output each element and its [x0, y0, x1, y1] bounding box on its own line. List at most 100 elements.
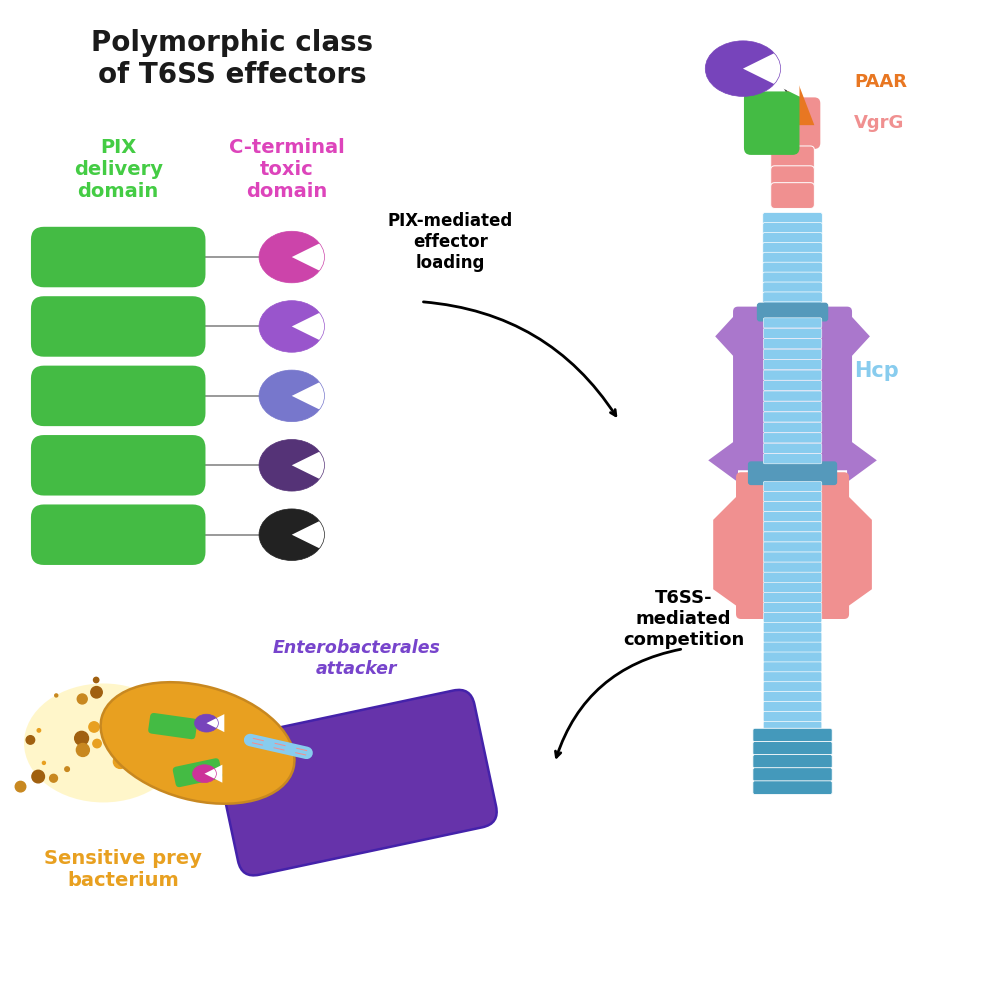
FancyBboxPatch shape — [763, 692, 822, 702]
FancyBboxPatch shape — [763, 370, 822, 380]
FancyBboxPatch shape — [763, 223, 822, 234]
Text: PAAR: PAAR — [854, 73, 907, 91]
FancyBboxPatch shape — [763, 262, 822, 274]
FancyBboxPatch shape — [757, 303, 828, 321]
Polygon shape — [713, 492, 741, 609]
Ellipse shape — [259, 509, 324, 560]
FancyBboxPatch shape — [763, 252, 822, 264]
FancyBboxPatch shape — [763, 422, 822, 432]
FancyBboxPatch shape — [173, 758, 222, 787]
Text: PIX
delivery
domain: PIX delivery domain — [74, 138, 163, 201]
Ellipse shape — [259, 301, 324, 352]
FancyBboxPatch shape — [148, 713, 197, 739]
FancyBboxPatch shape — [763, 481, 822, 492]
FancyBboxPatch shape — [763, 381, 822, 391]
FancyBboxPatch shape — [763, 562, 822, 572]
FancyBboxPatch shape — [763, 632, 822, 642]
Text: T6SS-
mediated
competition: T6SS- mediated competition — [623, 589, 744, 649]
FancyBboxPatch shape — [763, 572, 822, 582]
FancyBboxPatch shape — [216, 690, 497, 875]
Ellipse shape — [259, 440, 324, 491]
Polygon shape — [775, 74, 814, 125]
Text: Sensitive prey
bacterium: Sensitive prey bacterium — [44, 849, 202, 890]
FancyBboxPatch shape — [763, 522, 822, 532]
FancyBboxPatch shape — [763, 652, 822, 662]
Circle shape — [117, 702, 125, 710]
FancyBboxPatch shape — [753, 768, 832, 781]
FancyBboxPatch shape — [31, 227, 205, 287]
FancyBboxPatch shape — [31, 366, 205, 426]
Circle shape — [75, 731, 89, 745]
Text: PIX-mediated
effector
loading: PIX-mediated effector loading — [388, 212, 513, 272]
Polygon shape — [743, 41, 799, 97]
Circle shape — [55, 694, 58, 697]
Polygon shape — [708, 439, 738, 482]
FancyBboxPatch shape — [763, 339, 822, 349]
FancyBboxPatch shape — [763, 712, 822, 722]
Polygon shape — [844, 492, 872, 609]
FancyBboxPatch shape — [763, 302, 822, 314]
FancyBboxPatch shape — [733, 307, 852, 470]
Polygon shape — [292, 511, 341, 559]
Circle shape — [77, 694, 87, 704]
Circle shape — [50, 774, 57, 782]
Circle shape — [113, 755, 127, 768]
FancyBboxPatch shape — [753, 781, 832, 795]
FancyBboxPatch shape — [763, 702, 822, 712]
Polygon shape — [206, 714, 224, 732]
Circle shape — [122, 759, 132, 769]
Circle shape — [91, 687, 102, 698]
Text: VgrG: VgrG — [854, 114, 904, 132]
Ellipse shape — [193, 765, 216, 783]
FancyBboxPatch shape — [753, 728, 832, 742]
FancyBboxPatch shape — [763, 492, 822, 502]
FancyBboxPatch shape — [771, 183, 814, 208]
Text: Hcp: Hcp — [854, 361, 899, 381]
Ellipse shape — [705, 41, 781, 96]
Circle shape — [93, 739, 101, 748]
FancyBboxPatch shape — [31, 435, 205, 496]
FancyBboxPatch shape — [763, 443, 822, 453]
Polygon shape — [204, 765, 222, 783]
FancyBboxPatch shape — [748, 461, 837, 485]
FancyBboxPatch shape — [763, 612, 822, 622]
FancyBboxPatch shape — [763, 642, 822, 652]
FancyBboxPatch shape — [763, 721, 822, 732]
FancyBboxPatch shape — [763, 242, 822, 254]
FancyBboxPatch shape — [763, 502, 822, 512]
FancyBboxPatch shape — [753, 755, 832, 768]
Polygon shape — [292, 441, 341, 489]
Circle shape — [94, 677, 99, 683]
FancyBboxPatch shape — [763, 592, 822, 602]
Circle shape — [89, 722, 99, 732]
Circle shape — [76, 743, 89, 756]
Text: Polymorphic class
of T6SS effectors: Polymorphic class of T6SS effectors — [91, 29, 373, 89]
Polygon shape — [292, 233, 341, 281]
FancyBboxPatch shape — [763, 682, 822, 692]
FancyBboxPatch shape — [763, 454, 822, 464]
Ellipse shape — [259, 231, 324, 283]
FancyBboxPatch shape — [763, 401, 822, 412]
Circle shape — [26, 736, 35, 744]
Circle shape — [42, 761, 45, 764]
Circle shape — [65, 767, 69, 771]
FancyBboxPatch shape — [31, 504, 205, 565]
FancyBboxPatch shape — [763, 512, 822, 522]
Polygon shape — [847, 312, 870, 361]
FancyBboxPatch shape — [763, 272, 822, 284]
FancyBboxPatch shape — [763, 292, 822, 304]
FancyBboxPatch shape — [765, 97, 820, 149]
FancyBboxPatch shape — [771, 146, 814, 172]
FancyBboxPatch shape — [753, 741, 832, 755]
FancyBboxPatch shape — [763, 282, 822, 294]
FancyBboxPatch shape — [763, 622, 822, 632]
Polygon shape — [292, 372, 341, 420]
FancyBboxPatch shape — [763, 391, 822, 401]
FancyBboxPatch shape — [736, 472, 849, 619]
FancyBboxPatch shape — [763, 349, 822, 359]
Polygon shape — [715, 312, 738, 361]
Polygon shape — [847, 439, 877, 482]
Circle shape — [15, 781, 26, 792]
FancyBboxPatch shape — [763, 602, 822, 613]
Ellipse shape — [259, 370, 324, 422]
